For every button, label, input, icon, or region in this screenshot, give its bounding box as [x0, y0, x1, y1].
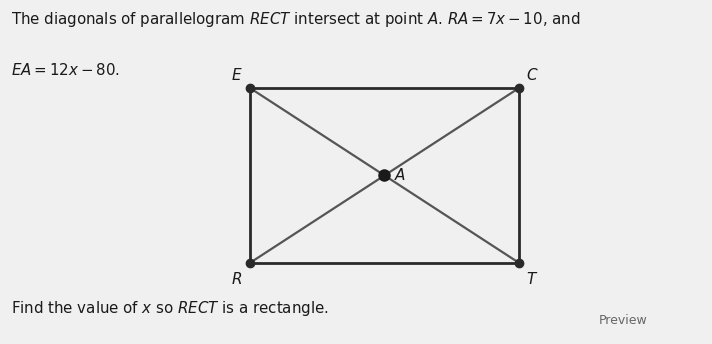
- Text: $EA = 12x - 80$.: $EA = 12x - 80$.: [11, 62, 120, 78]
- Text: Find the value of $x$ so $RECT$ is a rectangle.: Find the value of $x$ so $RECT$ is a rec…: [11, 299, 328, 318]
- Text: $R$: $R$: [231, 271, 243, 287]
- Text: Preview: Preview: [600, 314, 648, 327]
- Text: $E$: $E$: [231, 67, 243, 83]
- Text: The diagonals of parallelogram $RECT$ intersect at point $A$. $RA = 7x - 10$, an: The diagonals of parallelogram $RECT$ in…: [11, 10, 580, 29]
- Text: $C$: $C$: [525, 67, 538, 83]
- Text: $T$: $T$: [526, 271, 538, 287]
- Text: $A$: $A$: [394, 168, 407, 183]
